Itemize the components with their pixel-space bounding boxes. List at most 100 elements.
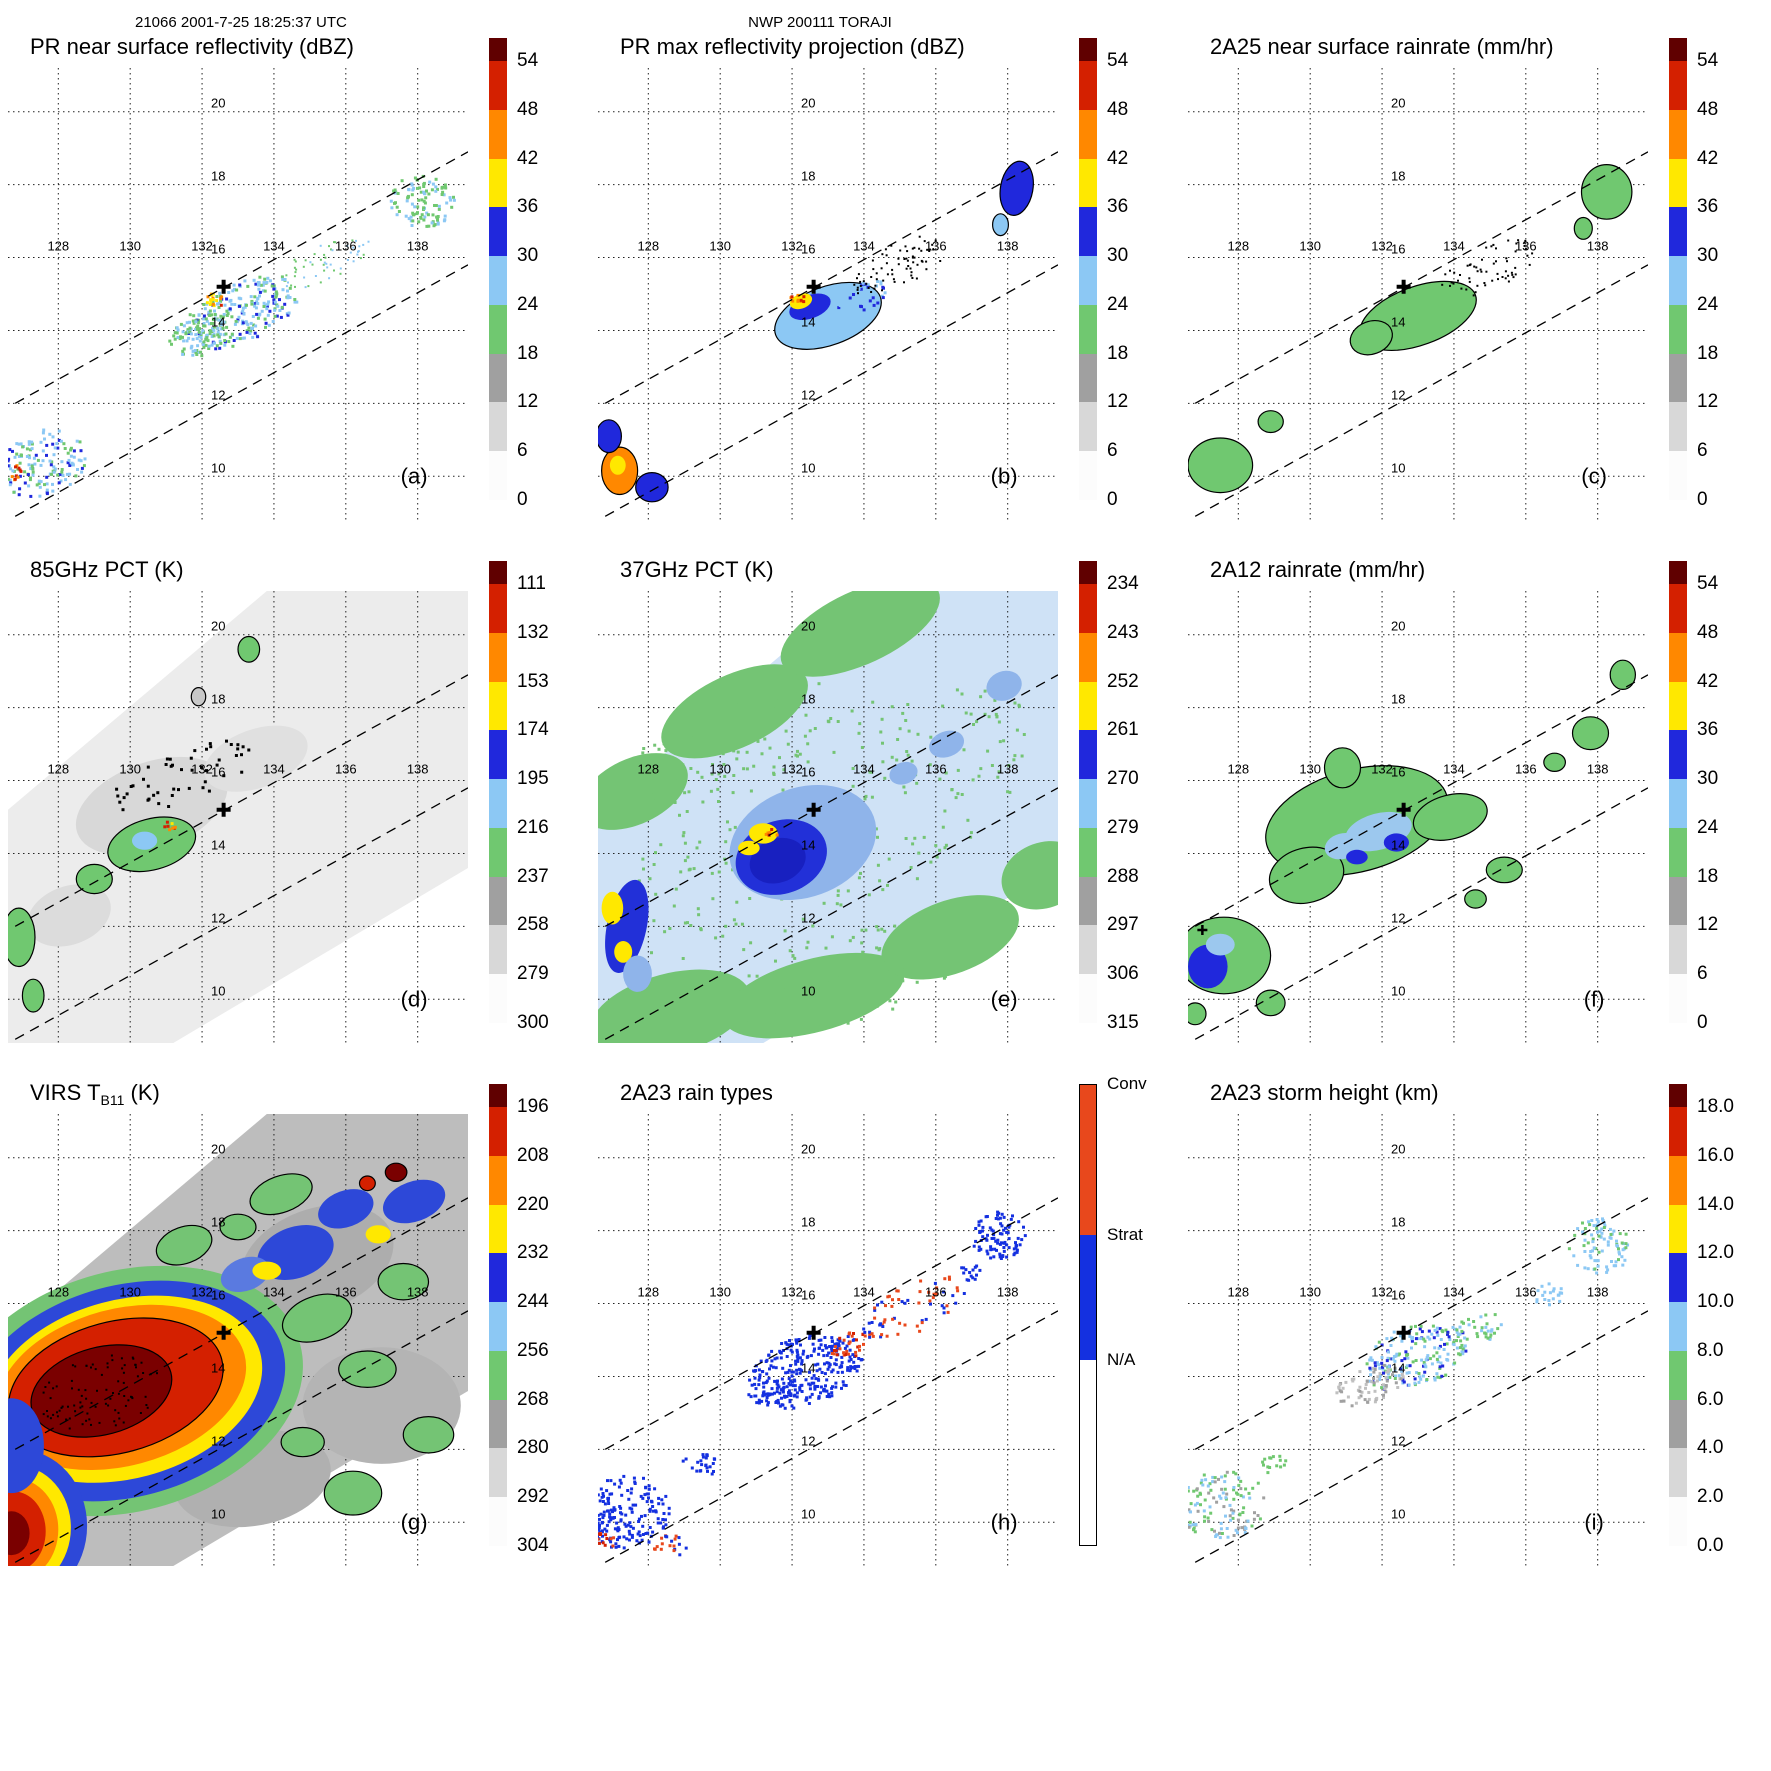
svg-text:136: 136: [335, 1284, 357, 1299]
colorbar-tick-label: 208: [517, 1144, 549, 1166]
svg-text:134: 134: [263, 1284, 285, 1299]
colorbar-tick-label: 30: [1697, 768, 1719, 790]
svg-text:16: 16: [801, 765, 815, 780]
colorbar-category-label: Conv: [1107, 1074, 1147, 1093]
svg-text:130: 130: [709, 761, 731, 776]
colorbar-tick-label: 153: [517, 670, 549, 692]
colorbar-tick-label: 237: [517, 865, 549, 887]
panel-a-colorbar: 54 48 42 36 30 24 18 12 6 0: [489, 38, 587, 510]
svg-text:18: 18: [1391, 169, 1405, 184]
panel-b-map: 128 130 132 134 136 138 10 12 14 16 18 20 (b): [598, 68, 1058, 520]
colorbar-tick-label: 10.0: [1697, 1291, 1734, 1313]
colorbar-tick-label: 6: [1697, 963, 1708, 985]
svg-text:14: 14: [801, 1360, 815, 1375]
svg-text:138: 138: [1587, 761, 1609, 776]
colorbar-tick-label: 24: [1107, 293, 1129, 315]
svg-text:16: 16: [211, 1288, 225, 1303]
panel-g: VIRS TB11 (K) 128 130 132 134 136 138 10 12 14 16…: [0, 1076, 590, 1599]
colorbar-tick-label: 0.0: [1697, 1535, 1724, 1556]
svg-text:16: 16: [1391, 765, 1405, 780]
colorbar-c: [1669, 38, 1687, 500]
svg-text:20: 20: [1391, 96, 1405, 111]
svg-text:136: 136: [1515, 1284, 1537, 1299]
title-subscript: B11: [100, 1092, 125, 1108]
storm-center-marker: [216, 1325, 231, 1340]
panel-i-map: 128 130 132 134 136 138 10 12 14 16 18 20 (i): [1188, 1114, 1648, 1566]
svg-text:12: 12: [211, 387, 225, 402]
svg-text:132: 132: [1371, 238, 1393, 253]
colorbar-d: [489, 561, 507, 1023]
svg-text:130: 130: [1299, 1284, 1321, 1299]
title-text: 2A25 near surface rainrate (mm/hr): [1210, 34, 1554, 59]
title-text: 2A23 rain types: [620, 1080, 773, 1105]
svg-text:136: 136: [335, 238, 357, 253]
storm-center-marker: [1396, 802, 1411, 817]
svg-text:16: 16: [1391, 242, 1405, 257]
svg-text:12: 12: [801, 387, 815, 402]
storm-center-marker: [1396, 1325, 1411, 1340]
svg-text:14: 14: [1391, 1360, 1405, 1375]
svg-text:16: 16: [801, 242, 815, 257]
panel-c: 2A25 near surface rainrate (mm/hr) 128 13…: [1180, 30, 1770, 553]
panel-letter: (b): [991, 464, 1018, 489]
storm-center-marker: [216, 802, 231, 817]
colorbar-tick-label: 300: [517, 1012, 549, 1033]
svg-text:138: 138: [997, 238, 1019, 253]
svg-text:134: 134: [853, 238, 875, 253]
colorbar-tick-label: 4.0: [1697, 1437, 1724, 1459]
colorbar-tick-label: 252: [1107, 670, 1139, 692]
colorbar-tick-label: 36: [1697, 196, 1719, 218]
colorbar-tick-label: 36: [517, 196, 539, 218]
svg-text:12: 12: [211, 1433, 225, 1448]
title-text: VIRS T: [30, 1080, 101, 1105]
svg-text:136: 136: [925, 238, 947, 253]
svg-text:10: 10: [211, 983, 225, 998]
colorbar-tick-label: 232: [517, 1242, 549, 1264]
colorbar-tick-label: 18: [517, 342, 539, 364]
svg-text:134: 134: [853, 1284, 875, 1299]
svg-text:130: 130: [119, 1284, 141, 1299]
colorbar-tick-label: 48: [1107, 98, 1129, 120]
colorbar-tick-label: 279: [1107, 816, 1139, 838]
storm-center-marker: [806, 802, 821, 817]
colorbar-tick-label: 42: [1697, 670, 1719, 692]
colorbar-b: [1079, 38, 1097, 500]
svg-text:14: 14: [211, 1360, 225, 1375]
svg-text:14: 14: [1391, 837, 1405, 852]
colorbar-tick-label: 24: [1697, 293, 1719, 315]
panel-a: PR near surface reflectivity (dBZ) 128 13…: [0, 30, 590, 553]
colorbar-tick-label: 297: [1107, 914, 1139, 936]
colorbar-tick-label: 54: [1107, 50, 1129, 72]
panel-f-colorbar: 54 48 42 36 30 24 18 12 6 0: [1669, 561, 1767, 1033]
storm-name-title: NWP 200111 TORAJI: [748, 14, 892, 31]
svg-text:18: 18: [801, 692, 815, 707]
svg-text:18: 18: [1391, 692, 1405, 707]
title-text: PR near surface reflectivity (dBZ): [30, 34, 354, 59]
colorbar-tick-label: 42: [1697, 147, 1719, 169]
svg-text:136: 136: [925, 1284, 947, 1299]
panel-f-title: 2A12 rainrate (mm/hr): [1210, 557, 1425, 583]
colorbar-tick-label: 0: [1697, 1012, 1708, 1033]
svg-text:130: 130: [119, 761, 141, 776]
svg-text:132: 132: [1371, 761, 1393, 776]
colorbar-tick-label: 24: [1697, 816, 1719, 838]
svg-text:138: 138: [1587, 238, 1609, 253]
panel-e-title: 37GHz PCT (K): [620, 557, 774, 583]
panel-letter: (c): [1581, 464, 1607, 489]
colorbar-tick-label: 0: [1107, 489, 1118, 510]
svg-text:138: 138: [997, 1284, 1019, 1299]
svg-text:18: 18: [801, 1215, 815, 1230]
storm-center-marker: [806, 1325, 821, 1340]
svg-text:130: 130: [709, 238, 731, 253]
colorbar-tick-label: 12: [517, 391, 539, 413]
colorbar-tick-label: 279: [517, 963, 549, 985]
map-canvas-b: 128 130 132 134 136 138 10 12 14 16 18 20 (b): [598, 68, 1058, 520]
colorbar-tick-label: 12: [1697, 391, 1719, 413]
colorbar-tick-label: 12.0: [1697, 1242, 1734, 1264]
colorbar-tick-label: 2.0: [1697, 1486, 1724, 1508]
colorbar-tick-label: 8.0: [1697, 1339, 1724, 1361]
svg-text:14: 14: [211, 314, 225, 329]
svg-text:18: 18: [211, 692, 225, 707]
svg-text:138: 138: [407, 1284, 429, 1299]
svg-text:18: 18: [801, 169, 815, 184]
